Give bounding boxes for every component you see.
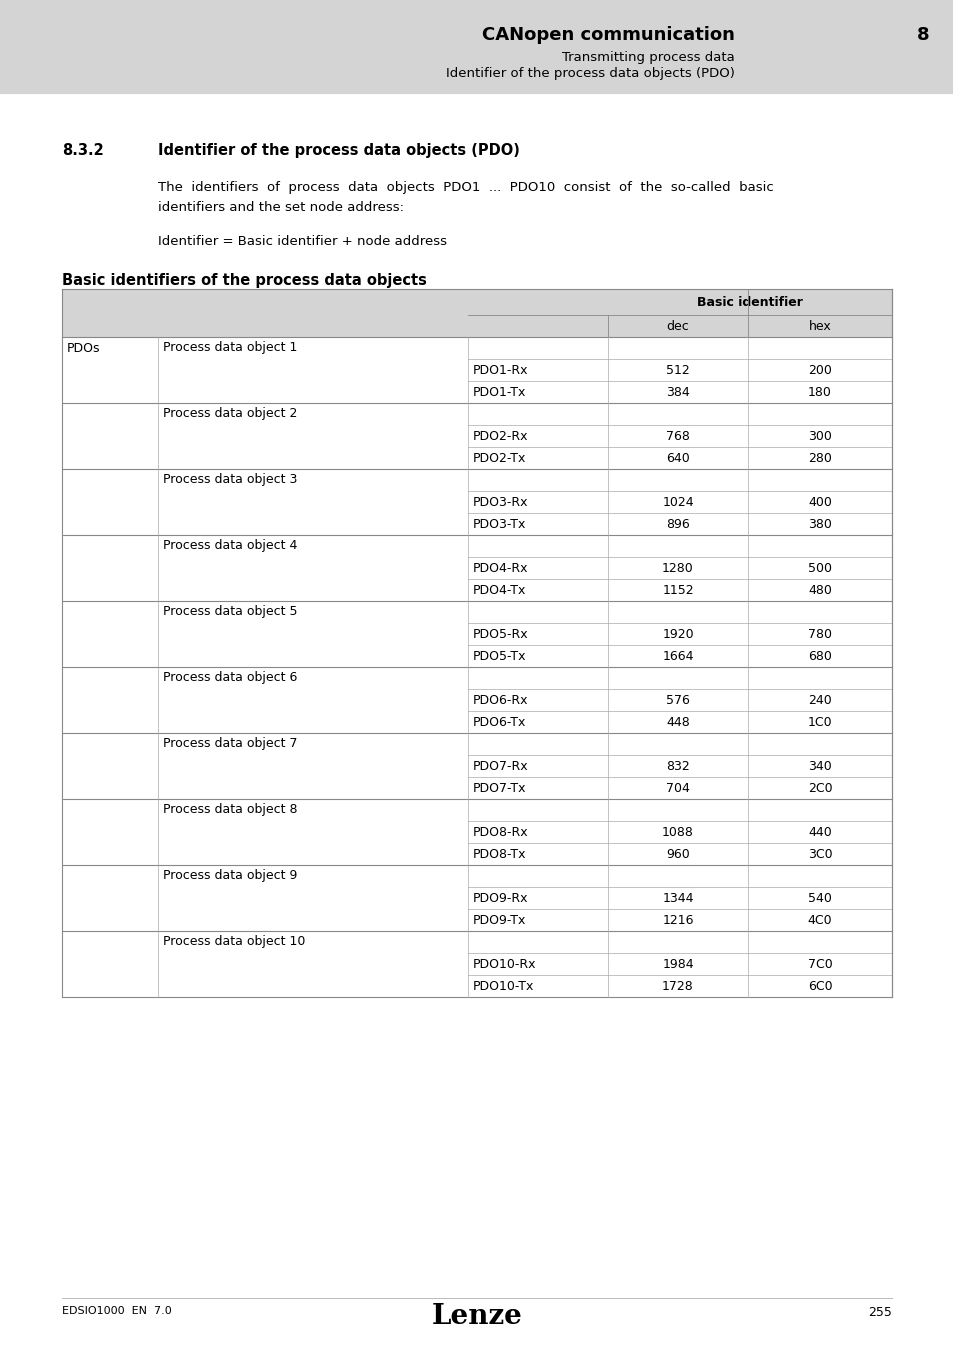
Text: 576: 576 xyxy=(665,694,689,706)
Text: 640: 640 xyxy=(665,451,689,464)
Text: Process data object 4: Process data object 4 xyxy=(163,540,297,552)
Text: 1152: 1152 xyxy=(661,583,693,597)
Text: 255: 255 xyxy=(867,1305,891,1319)
Text: 180: 180 xyxy=(807,386,831,398)
Text: 540: 540 xyxy=(807,891,831,904)
Text: 1C0: 1C0 xyxy=(807,716,831,729)
Text: PDO10-Tx: PDO10-Tx xyxy=(473,980,534,992)
Text: Process data object 8: Process data object 8 xyxy=(163,803,297,817)
Text: PDO2-Rx: PDO2-Rx xyxy=(473,429,528,443)
Text: Process data object 10: Process data object 10 xyxy=(163,936,305,949)
Text: 340: 340 xyxy=(807,760,831,772)
Bar xyxy=(0,0,953,95)
Text: CANopen communication: CANopen communication xyxy=(481,26,734,45)
Text: 448: 448 xyxy=(665,716,689,729)
Text: 1984: 1984 xyxy=(661,957,693,971)
Text: Process data object 7: Process data object 7 xyxy=(163,737,297,751)
Text: PDO6-Rx: PDO6-Rx xyxy=(473,694,528,706)
Text: Process data object 3: Process data object 3 xyxy=(163,474,297,486)
Text: 8: 8 xyxy=(917,26,929,45)
Text: 768: 768 xyxy=(665,429,689,443)
Text: EDSIO1000  EN  7.0: EDSIO1000 EN 7.0 xyxy=(62,1305,172,1316)
Text: Identifier = Basic identifier + node address: Identifier = Basic identifier + node add… xyxy=(158,235,447,248)
Text: PDO4-Tx: PDO4-Tx xyxy=(473,583,526,597)
Text: PDO9-Rx: PDO9-Rx xyxy=(473,891,528,904)
Bar xyxy=(62,289,891,338)
Text: 832: 832 xyxy=(665,760,689,772)
Text: 1728: 1728 xyxy=(661,980,693,992)
Text: PDO10-Rx: PDO10-Rx xyxy=(473,957,536,971)
Text: PDO5-Rx: PDO5-Rx xyxy=(473,628,528,640)
Text: PDO1-Tx: PDO1-Tx xyxy=(473,386,526,398)
Text: 240: 240 xyxy=(807,694,831,706)
Text: Process data object 5: Process data object 5 xyxy=(163,606,297,618)
Text: Lenze: Lenze xyxy=(431,1303,522,1330)
Text: dec: dec xyxy=(666,320,689,332)
Text: identifiers and the set node address:: identifiers and the set node address: xyxy=(158,201,403,215)
Text: 300: 300 xyxy=(807,429,831,443)
Text: Basic identifier: Basic identifier xyxy=(697,296,802,309)
Text: PDO8-Rx: PDO8-Rx xyxy=(473,825,528,838)
Text: 400: 400 xyxy=(807,495,831,509)
Text: PDO8-Tx: PDO8-Tx xyxy=(473,848,526,860)
Text: Process data object 1: Process data object 1 xyxy=(163,342,297,355)
Text: 1280: 1280 xyxy=(661,562,693,575)
Text: 280: 280 xyxy=(807,451,831,464)
Text: PDO3-Tx: PDO3-Tx xyxy=(473,517,526,531)
Text: PDO2-Tx: PDO2-Tx xyxy=(473,451,526,464)
Text: PDO7-Rx: PDO7-Rx xyxy=(473,760,528,772)
Text: 1216: 1216 xyxy=(661,914,693,926)
Text: 480: 480 xyxy=(807,583,831,597)
Text: PDO9-Tx: PDO9-Tx xyxy=(473,914,526,926)
Text: Process data object 2: Process data object 2 xyxy=(163,408,297,420)
Text: Transmitting process data: Transmitting process data xyxy=(561,50,734,63)
Text: 3C0: 3C0 xyxy=(807,848,831,860)
Text: 1024: 1024 xyxy=(661,495,693,509)
Text: PDO3-Rx: PDO3-Rx xyxy=(473,495,528,509)
Text: Process data object 9: Process data object 9 xyxy=(163,869,297,883)
Text: 1920: 1920 xyxy=(661,628,693,640)
Text: 1344: 1344 xyxy=(661,891,693,904)
Text: 6C0: 6C0 xyxy=(807,980,831,992)
Text: 960: 960 xyxy=(665,848,689,860)
Text: 380: 380 xyxy=(807,517,831,531)
Text: 1088: 1088 xyxy=(661,825,693,838)
Text: hex: hex xyxy=(808,320,830,332)
Text: 4C0: 4C0 xyxy=(807,914,831,926)
Text: Basic identifiers of the process data objects: Basic identifiers of the process data ob… xyxy=(62,273,426,288)
Text: 384: 384 xyxy=(665,386,689,398)
Text: 7C0: 7C0 xyxy=(807,957,832,971)
Text: Process data object 6: Process data object 6 xyxy=(163,671,297,684)
Text: 440: 440 xyxy=(807,825,831,838)
Text: PDO5-Tx: PDO5-Tx xyxy=(473,649,526,663)
Text: 2C0: 2C0 xyxy=(807,782,831,795)
Text: Identifier of the process data objects (PDO): Identifier of the process data objects (… xyxy=(446,66,734,80)
Text: PDO1-Rx: PDO1-Rx xyxy=(473,363,528,377)
Text: 500: 500 xyxy=(807,562,831,575)
Text: 780: 780 xyxy=(807,628,831,640)
Text: 1664: 1664 xyxy=(661,649,693,663)
Text: 8.3.2: 8.3.2 xyxy=(62,143,104,158)
Text: PDO6-Tx: PDO6-Tx xyxy=(473,716,526,729)
Text: 680: 680 xyxy=(807,649,831,663)
Text: 512: 512 xyxy=(665,363,689,377)
Text: PDO4-Rx: PDO4-Rx xyxy=(473,562,528,575)
Text: PDO7-Tx: PDO7-Tx xyxy=(473,782,526,795)
Text: PDOs: PDOs xyxy=(67,342,100,355)
Text: 704: 704 xyxy=(665,782,689,795)
Text: Identifier of the process data objects (PDO): Identifier of the process data objects (… xyxy=(158,143,519,158)
Text: 200: 200 xyxy=(807,363,831,377)
Text: 896: 896 xyxy=(665,517,689,531)
Text: The  identifiers  of  process  data  objects  PDO1  ...  PDO10  consist  of  the: The identifiers of process data objects … xyxy=(158,181,773,194)
